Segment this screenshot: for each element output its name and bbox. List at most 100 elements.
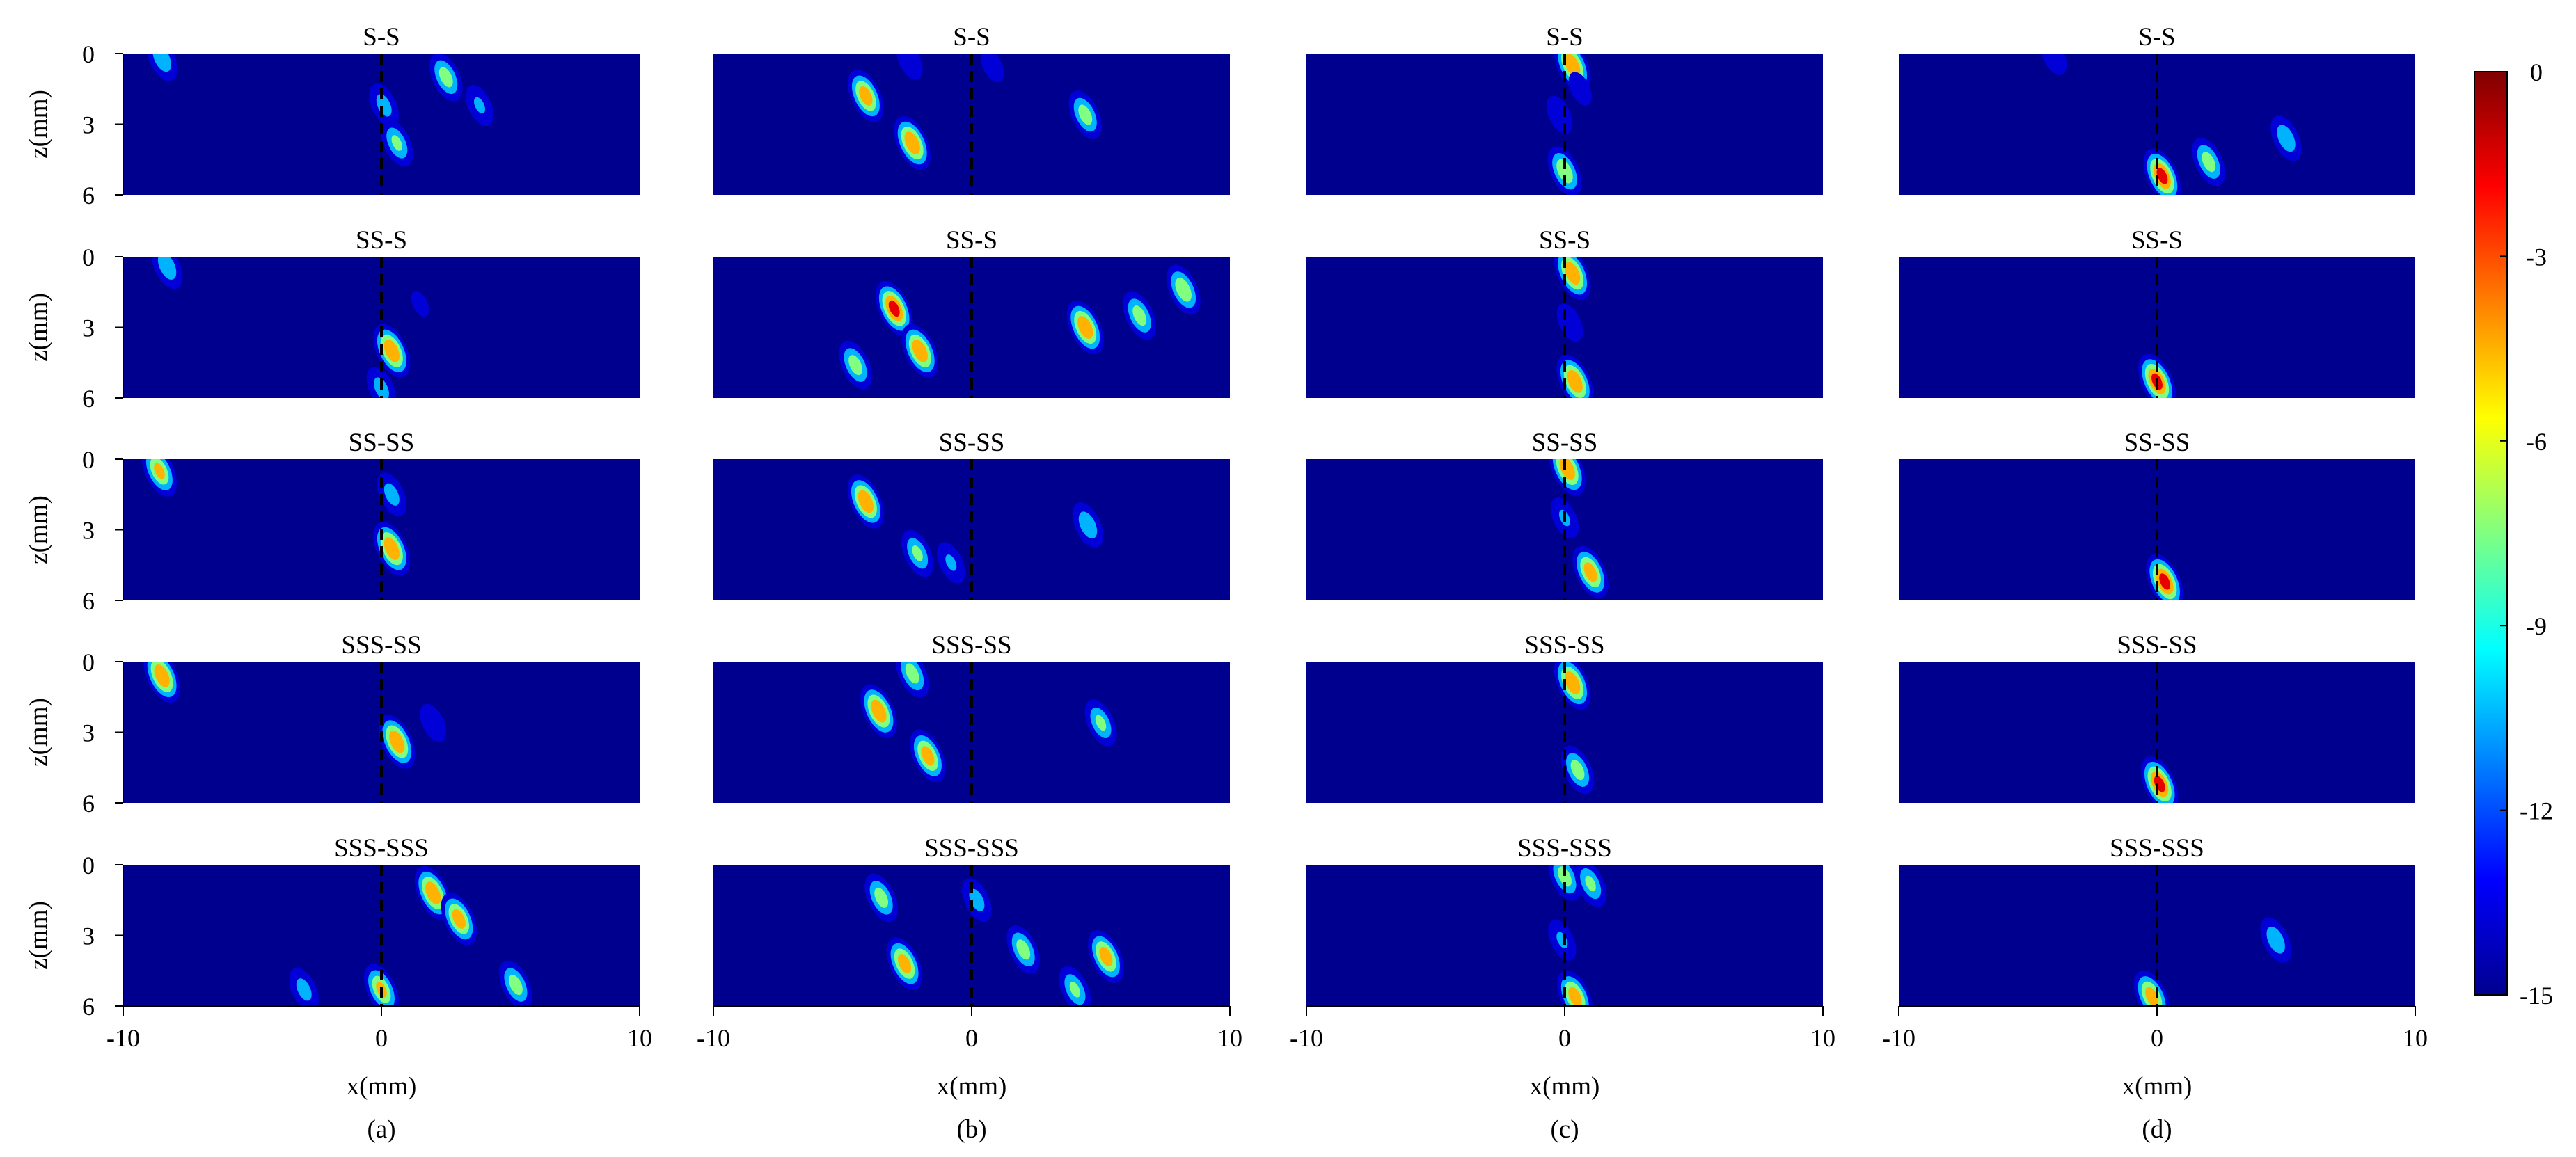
intensity-blob [2146, 554, 2184, 600]
intensity-blob [1166, 264, 1201, 315]
panel-title: SS-SS [939, 429, 1005, 457]
panel-title: SSS-SSS [924, 834, 1019, 863]
x-axis-label: x(mm) [2122, 1072, 2192, 1101]
panel-title: SS-SS [349, 429, 415, 457]
y-tick-label: 0 [82, 852, 95, 879]
panel-title: SS-SS [1532, 429, 1598, 457]
x-axis-label: x(mm) [347, 1072, 417, 1101]
intensity-blob [2270, 115, 2302, 161]
intensity-blob [894, 115, 931, 170]
panel-title: SS-S [356, 226, 407, 255]
intensity-blob [1547, 146, 1582, 195]
intensity-blob [937, 542, 965, 584]
x-tick-label: 0 [965, 1024, 978, 1052]
panel-title: SS-S [1539, 226, 1590, 255]
heatmap-panel: SSS-SSS -10 0 10 [697, 834, 1242, 1052]
colorbar-gradient [2474, 71, 2508, 996]
y-axis-label: z(mm) [24, 495, 53, 564]
y-tick-label: 3 [82, 111, 95, 139]
y-tick-label: 0 [82, 446, 95, 474]
intensity-blob [1560, 745, 1595, 795]
heatmap-panel: SSS-SS [1306, 631, 1823, 803]
intensity-blob [381, 119, 413, 167]
y-tick-label: 3 [82, 517, 95, 545]
column-label: (b) [956, 1115, 986, 1144]
intensity-blob [441, 893, 477, 945]
intensity-blob [1568, 72, 1592, 106]
colorbar: 0 -3 -6 -9 -12 -15 [2474, 58, 2553, 1010]
intensity-blob [499, 960, 532, 1006]
intensity-blob [377, 472, 407, 516]
intensity-blob [1549, 459, 1586, 496]
intensity-blob [146, 54, 177, 81]
colorbar-tick-label: -6 [2526, 428, 2547, 456]
intensity-blob [373, 324, 411, 378]
intensity-blob [429, 54, 463, 102]
intensity-blob [864, 873, 898, 923]
column-label: (d) [2142, 1115, 2172, 1144]
intensity-blob [1072, 502, 1104, 548]
intensity-blob [1088, 930, 1124, 983]
intensity-blob [848, 70, 884, 122]
intensity-blob [465, 84, 494, 127]
intensity-blob [2192, 137, 2226, 186]
heatmap-panel: S-S [1899, 23, 2415, 195]
x-tick-label: 10 [1217, 1024, 1242, 1052]
intensity-blob [981, 54, 1004, 83]
x-tick-label: -10 [1290, 1024, 1323, 1052]
intensity-blob [151, 257, 183, 289]
y-tick-label: 6 [82, 790, 95, 817]
colorbar-tick-label: -3 [2526, 243, 2547, 271]
axis-labels: x(mm) (a) x(mm) (b) x(mm) (c) x(mm) (d) [347, 1072, 2192, 1144]
y-tick-label: 0 [82, 648, 95, 676]
x-tick-label: 10 [1810, 1024, 1835, 1052]
intensity-blob [895, 662, 929, 698]
intensity-blob [2260, 917, 2291, 963]
intensity-blob [411, 290, 429, 317]
heatmap-panel: SSS-SSS -10 0 10 [1882, 834, 2428, 1052]
y-axis-label: z(mm) [24, 901, 53, 970]
y-axis-label: z(mm) [24, 698, 53, 767]
x-axis-label: x(mm) [1530, 1072, 1600, 1101]
intensity-blob [896, 54, 923, 80]
y-tick-label: 0 [82, 40, 95, 68]
panel-title: SSS-SS [1524, 631, 1604, 660]
intensity-blob [1084, 699, 1117, 747]
y-tick-label: 6 [82, 385, 95, 413]
intensity-blob [1554, 257, 1591, 301]
intensity-blob [143, 662, 180, 703]
intensity-blob [1574, 865, 1607, 907]
x-tick-label: 0 [2151, 1024, 2163, 1052]
intensity-blob [875, 280, 913, 336]
heatmap-panel: S-S [713, 23, 1230, 195]
heatmap-panel: SSS-SS [1899, 631, 2415, 803]
y-tick-label: 6 [82, 182, 95, 209]
x-tick-label: -10 [106, 1024, 140, 1052]
y-tick-label: 6 [82, 587, 95, 615]
panel-title: SSS-SSS [2110, 834, 2204, 863]
heatmap-panel: SSS-SS [713, 631, 1230, 803]
x-tick-label: 10 [2403, 1024, 2428, 1052]
heatmap-panel: SS-SS [1899, 429, 2415, 600]
panel-title: S-S [363, 23, 400, 51]
intensity-blob [1557, 970, 1593, 1006]
intensity-blob [901, 324, 939, 378]
intensity-blob [901, 529, 934, 577]
y-tick-label: 0 [82, 244, 95, 271]
panel-title: S-S [2138, 23, 2175, 51]
panel-title: SSS-SS [931, 631, 1011, 660]
intensity-blob [2143, 148, 2181, 195]
heatmap-panel: SS-S [713, 226, 1230, 398]
x-tick-label: -10 [697, 1024, 730, 1052]
colorbar-tick-label: 0 [2530, 58, 2543, 86]
intensity-blob [1123, 291, 1156, 340]
panel-title: SS-SS [2124, 429, 2190, 457]
intensity-blob [1066, 300, 1104, 355]
panel-title: SSS-SSS [1517, 834, 1612, 863]
panel-title: SS-S [2131, 226, 2183, 255]
heatmap-panel: SS-SS 0 3 6 z(mm) [24, 429, 640, 615]
panel-title: SSS-SSS [334, 834, 429, 863]
intensity-blob [1006, 925, 1041, 974]
